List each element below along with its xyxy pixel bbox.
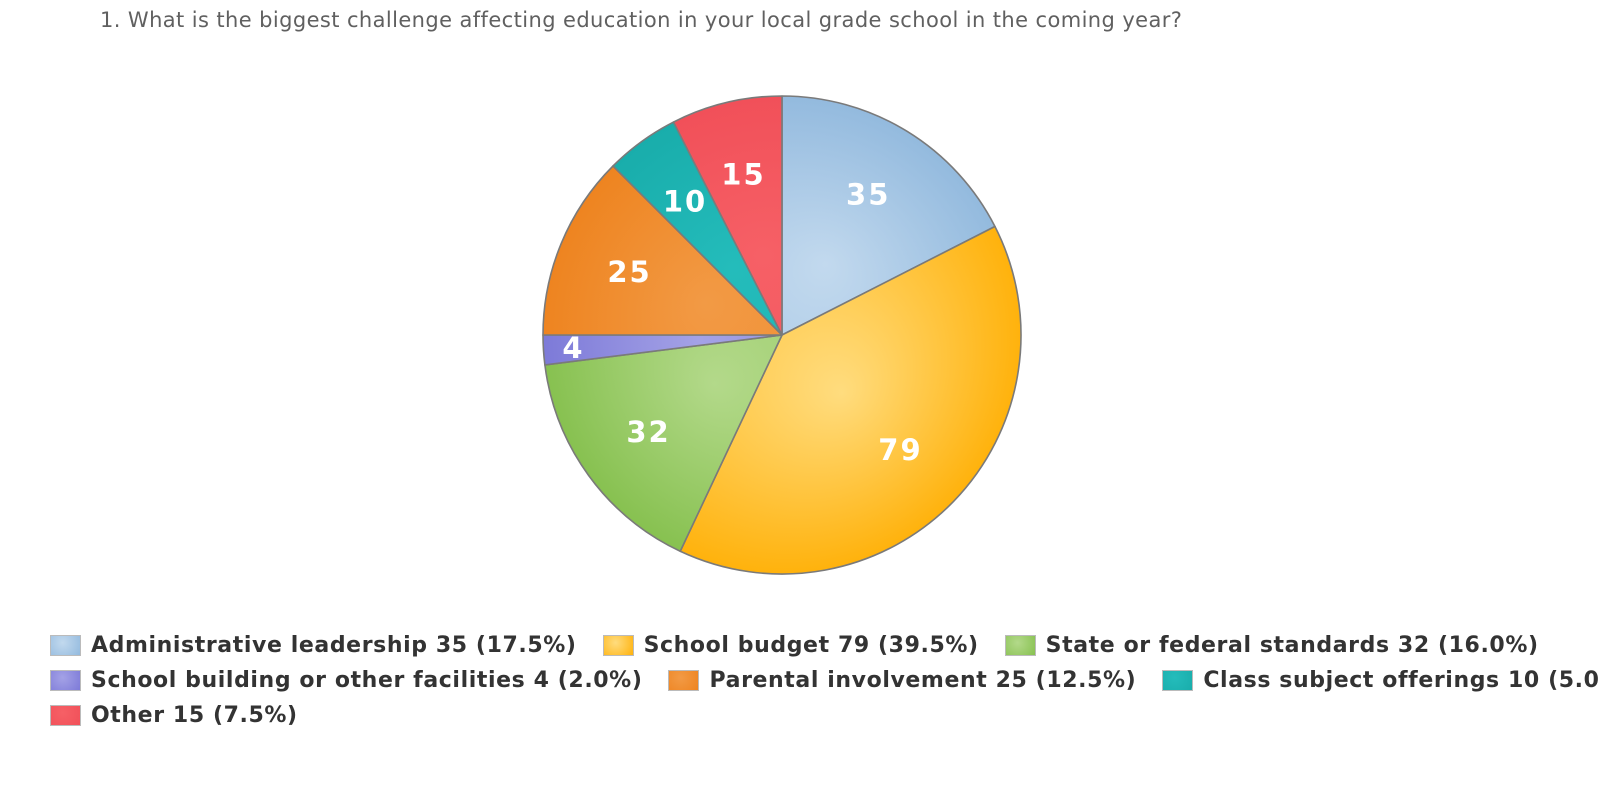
slice-value-label-parental-involvement: 25 [607, 255, 651, 289]
pie-slices [542, 95, 1022, 575]
legend-swatch [1162, 670, 1194, 691]
legend-swatch [50, 635, 81, 656]
legend-item-parental-involvement[interactable]: Parental involvement 25 (12.5%) [668, 668, 1136, 693]
legend-label: School budget 79 (39.5%) [643, 633, 979, 658]
legend-label: School building or other facilities 4 (2… [91, 668, 643, 693]
legend-item-state-or-federal-standards[interactable]: State or federal standards 32 (16.0%) [1004, 633, 1539, 658]
pie-chart: 35 79 32 4 25 10 15 [542, 95, 1022, 575]
pie-slice-school-budget[interactable] [679, 225, 1022, 575]
slice-value-label-other: 15 [721, 158, 765, 192]
legend-row: Administrative leadership 35 (17.5%) Sch… [50, 628, 1580, 663]
pie-labels: 35 79 32 4 25 10 15 [562, 158, 922, 467]
legend-item-school-building[interactable]: School building or other facilities 4 (2… [50, 668, 642, 693]
legend-label: Administrative leadership 35 (17.5%) [91, 633, 577, 658]
legend-label: Class subject offerings 10 (5.0%) [1203, 668, 1600, 693]
legend-label: Other 15 (7.5%) [91, 703, 298, 728]
legend-row: School building or other facilities 4 (2… [50, 663, 1600, 698]
chart-title: 1. What is the biggest challenge affecti… [100, 8, 1183, 32]
legend-item-other[interactable]: Other 15 (7.5%) [50, 703, 298, 728]
legend-label: Parental involvement 25 (12.5%) [709, 668, 1137, 693]
legend-item-administrative-leadership[interactable]: Administrative leadership 35 (17.5%) [50, 633, 577, 658]
slice-value-label-administrative-leadership: 35 [846, 177, 890, 211]
legend-swatch [668, 670, 700, 691]
legend-swatch [602, 635, 634, 656]
pie-slice-state-or-federal-standards[interactable] [544, 334, 783, 553]
slice-value-label-class-subject-offerings: 10 [663, 185, 707, 219]
legend-swatch [50, 705, 81, 726]
legend-label: State or federal standards 32 (16.0%) [1045, 633, 1539, 658]
legend: Administrative leadership 35 (17.5%) Sch… [50, 628, 1600, 733]
legend-swatch [50, 670, 81, 691]
pie-slice-administrative-leadership[interactable] [781, 95, 996, 336]
legend-item-school-budget[interactable]: School budget 79 (39.5%) [602, 633, 979, 658]
legend-swatch [1004, 635, 1036, 656]
legend-row: Other 15 (7.5%) [50, 698, 1580, 733]
slice-value-label-school-building-or-other-facilities: 4 [562, 331, 584, 365]
slice-value-label-school-budget: 79 [878, 433, 922, 467]
slice-value-label-state-or-federal-standards: 32 [626, 415, 670, 449]
legend-item-class-subject-offerings[interactable]: Class subject offerings 10 (5.0%) [1162, 668, 1600, 693]
pie-slice-parental-involvement[interactable] [542, 165, 783, 336]
pie-slice-other[interactable] [672, 95, 783, 336]
